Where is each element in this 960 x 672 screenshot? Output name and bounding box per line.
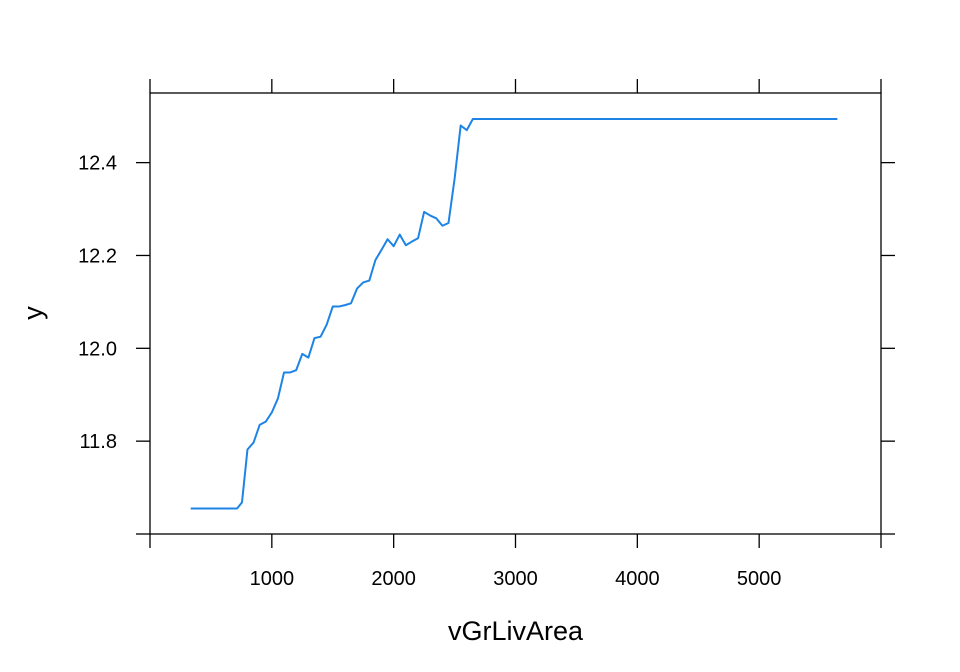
x-tick-label: 1000 [250,568,295,590]
y-tick-label: 12.0 [78,338,117,360]
x-tick-label: 5000 [737,568,782,590]
series-layer [190,118,838,510]
x-tick-label: 2000 [371,568,416,590]
series-line [190,118,838,510]
plot-frame [149,92,882,535]
y-tick-label: 12.2 [78,245,117,267]
x-axis-label: vGrLivArea [448,616,584,646]
y-axis-label: y [18,306,48,320]
x-tick-label: 4000 [615,568,660,590]
y-tick-label: 11.8 [80,431,117,453]
axis-ticks: 1000 2000 3000 4000 5000 11.8 12.0 12.2 12.4 [78,79,895,590]
y-tick-label: 12.4 [78,153,117,175]
x-tick-label: 3000 [493,568,538,590]
